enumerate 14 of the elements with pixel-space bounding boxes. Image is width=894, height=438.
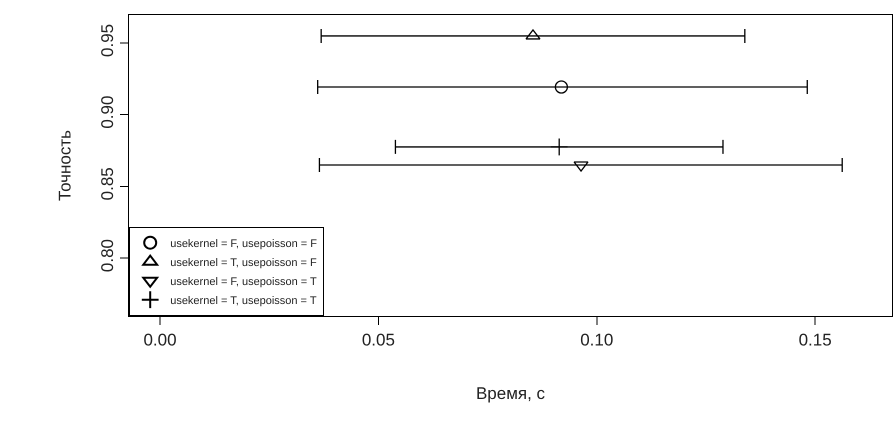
y-tick-label: 0.80 (98, 238, 118, 272)
x-tick-label: 0.15 (798, 330, 832, 350)
y-tick-label: 0.95 (98, 24, 118, 57)
legend-label: usekernel = F, usepoisson = F (170, 238, 318, 250)
y-tick-label: 0.85 (98, 167, 118, 200)
legend-label: usekernel = F, usepoisson = T (170, 276, 318, 288)
x-tick-label: 0.05 (362, 330, 395, 350)
y-axis-title: Точность (56, 130, 75, 201)
y-tick-label: 0.90 (98, 96, 118, 129)
legend-label: usekernel = T, usepoisson = T (170, 294, 317, 307)
x-tick-label: 0.00 (143, 330, 177, 350)
x-axis-title: Время, с (476, 384, 546, 403)
x-tick-label: 0.10 (580, 330, 614, 350)
legend-label: usekernel = T, usepoisson = F (170, 256, 318, 269)
